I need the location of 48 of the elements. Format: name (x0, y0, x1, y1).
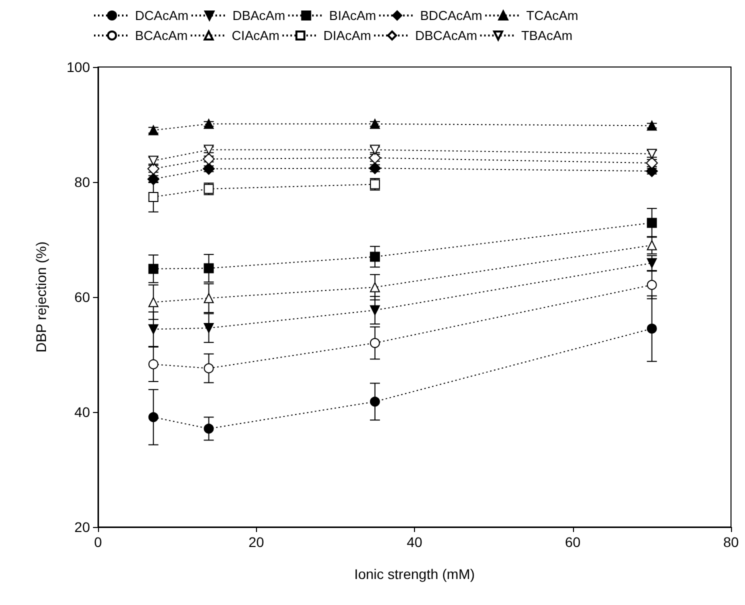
x-tick-label: 60 (564, 534, 581, 550)
point (646, 280, 657, 290)
point (148, 412, 158, 422)
point (370, 118, 380, 129)
point (204, 263, 214, 274)
x-tick-label: 0 (94, 534, 102, 550)
x-tick-label: 80 (723, 534, 739, 550)
point (646, 120, 657, 131)
legend-label: DIAcAm (323, 28, 372, 43)
point (148, 192, 158, 202)
point (204, 118, 214, 129)
point (148, 324, 158, 334)
legend-label: BIAcAm (329, 8, 376, 23)
point (148, 297, 158, 308)
point (202, 153, 215, 165)
point (204, 424, 214, 434)
point (202, 162, 215, 175)
point (370, 396, 380, 407)
x-axis-title: Ionic strength (mM) (354, 566, 475, 582)
legend-label: DBAcAm (232, 8, 286, 23)
point (646, 258, 657, 268)
y-tick-label: 60 (74, 289, 90, 305)
point (370, 338, 380, 348)
point (204, 323, 214, 334)
legend-label: TBAcAm (521, 28, 572, 43)
y-tick-label: 20 (74, 519, 90, 535)
point (646, 240, 657, 250)
legend-label: BDCAcAm (420, 8, 482, 23)
y-tick-label: 40 (74, 404, 90, 420)
point (148, 359, 158, 370)
point (370, 282, 380, 292)
x-tick-label: 20 (248, 534, 264, 550)
y-tick-label: 80 (74, 174, 90, 190)
x-tick-label: 40 (406, 534, 422, 550)
legend-label: DBCAcAm (415, 28, 478, 43)
point (646, 218, 657, 228)
y-axis-title: DBP rejection (%) (33, 241, 49, 353)
point (646, 324, 657, 334)
point (370, 305, 380, 316)
point (204, 363, 214, 374)
legend-label: CIAcAm (232, 28, 280, 43)
legend-label: TCAcAm (526, 8, 578, 23)
point (370, 252, 380, 262)
point (204, 293, 214, 304)
legend-label: DCAcAm (135, 8, 188, 23)
y-tick-label: 100 (66, 59, 90, 75)
point (148, 264, 158, 274)
legend-label: BCAcAm (135, 28, 188, 43)
